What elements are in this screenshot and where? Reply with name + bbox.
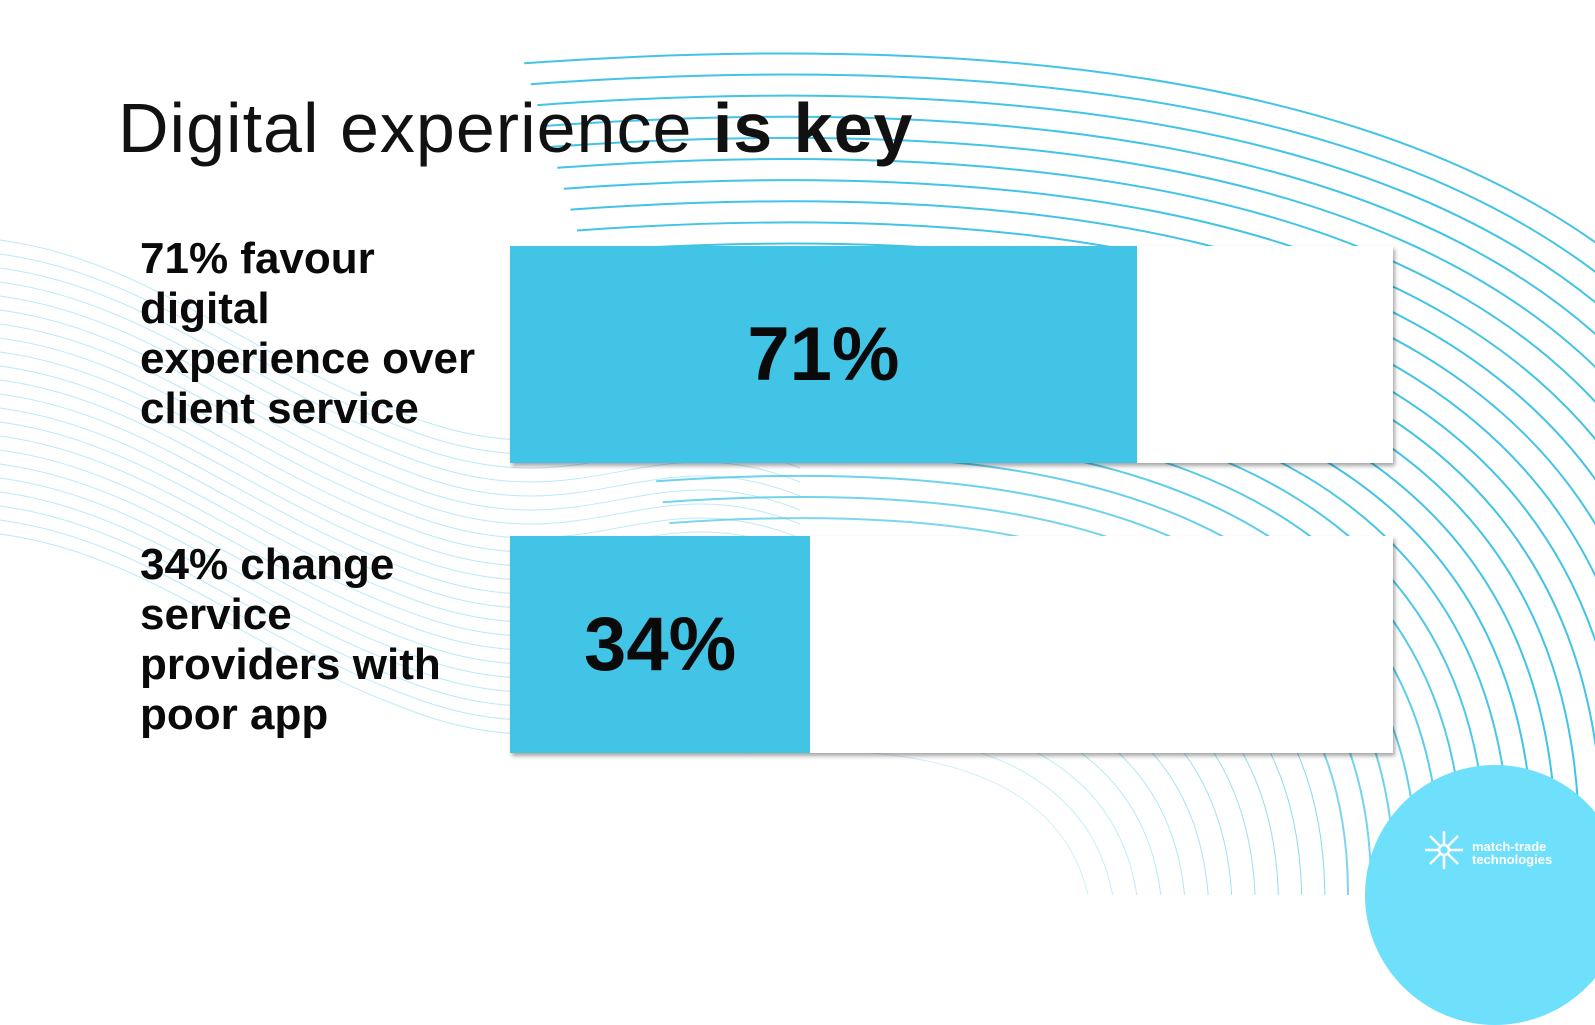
wave-line [543, 115, 1595, 336]
bar-track-2: 34% [510, 536, 1393, 753]
wave-line [537, 94, 1595, 304]
data-label-1: 71% [747, 312, 900, 397]
wave-line [0, 281, 801, 483]
wave-line [583, 242, 1595, 578]
wave-line [524, 52, 1595, 244]
wave-line [576, 221, 1595, 526]
wave-line [0, 309, 801, 511]
page-title: Digital experience is key [118, 88, 913, 168]
wave-line [530, 73, 1595, 273]
title-light: Digital experience [118, 89, 713, 167]
wave-line [735, 728, 1113, 895]
logo-line-1: match-trade [1472, 839, 1547, 854]
wave-line [557, 158, 1595, 404]
wave-line [0, 295, 801, 497]
logo-line-2: technologies [1472, 852, 1553, 867]
bar-fill-1: 71% [510, 246, 1137, 463]
data-label-2: 34% [584, 602, 737, 687]
logo-text: match-trade technologies [1472, 840, 1552, 866]
wave-line [741, 749, 1089, 895]
bar-label-1: 71% favour digital experience over clien… [140, 234, 476, 433]
bar-track-1: 71% [510, 246, 1393, 463]
bar-label-2: 34% change service providers with poor a… [140, 540, 441, 739]
wave-line [0, 337, 801, 539]
wave-line [0, 323, 801, 525]
wave-line [563, 179, 1595, 441]
logo-star-icon [1425, 831, 1463, 869]
bar-fill-2: 34% [510, 536, 811, 753]
wave-line [550, 136, 1595, 369]
wave-line [570, 200, 1595, 481]
wave-line [0, 351, 801, 553]
title-bold: is key [712, 89, 914, 167]
